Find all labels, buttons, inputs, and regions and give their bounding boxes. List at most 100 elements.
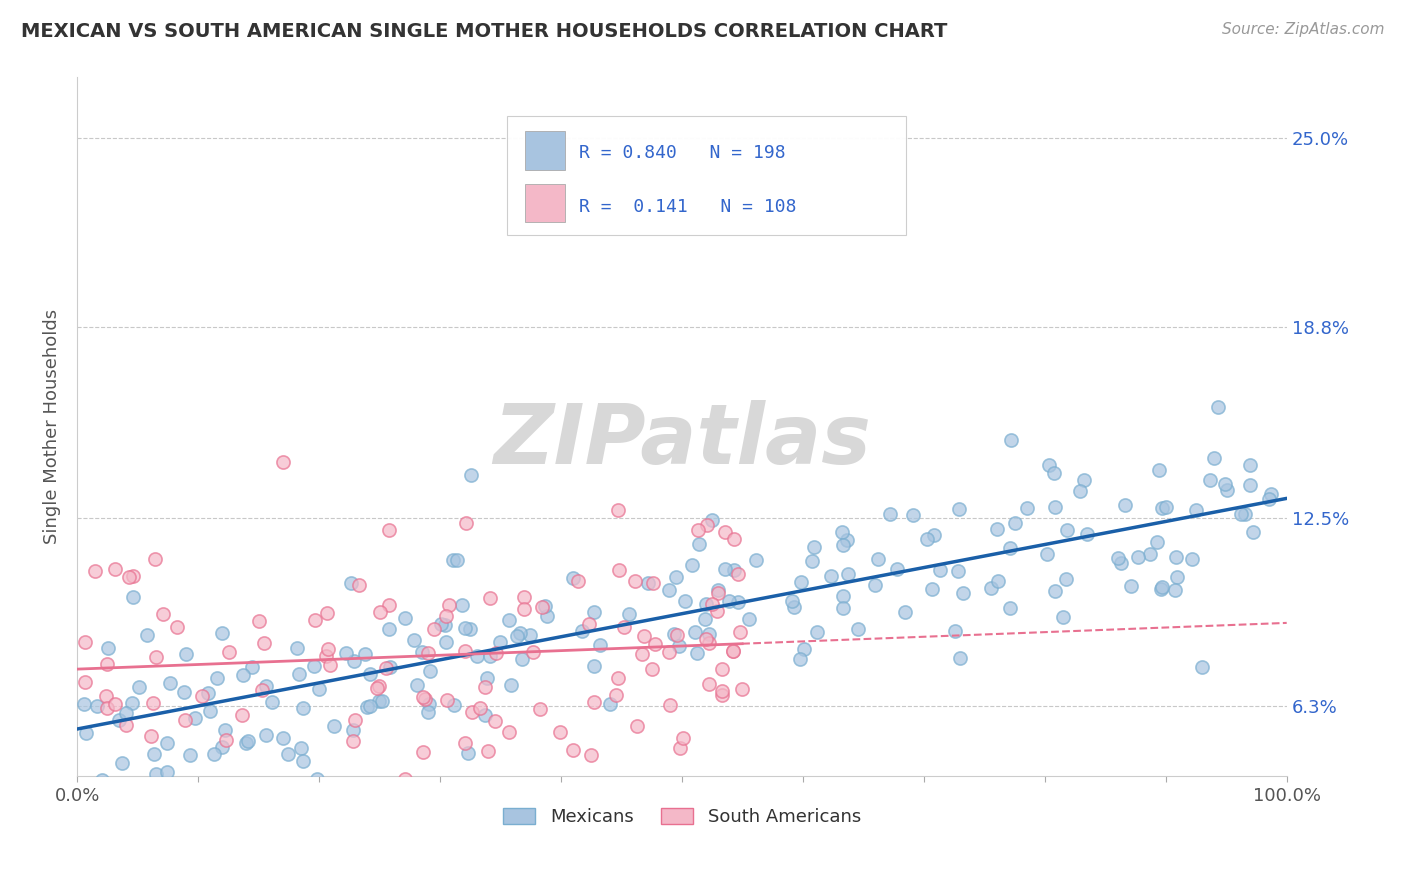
Point [1164, 549, 1187, 564]
Point [946, 564, 969, 578]
Point [710, 662, 733, 676]
Point [624, 574, 647, 588]
Point [700, 597, 723, 611]
Point [820, 569, 842, 583]
Point [789, 651, 811, 665]
Point [780, 593, 803, 607]
Point [1152, 501, 1174, 516]
Point [419, 664, 441, 678]
Point [948, 501, 970, 516]
Point [1054, 572, 1077, 586]
Point [485, 646, 508, 660]
Point [980, 582, 1002, 596]
Point [454, 736, 477, 750]
Point [1191, 660, 1213, 674]
Point [669, 741, 692, 756]
Point [837, 567, 859, 582]
Point [156, 764, 179, 779]
Point [434, 609, 457, 624]
Text: ZIPatlas: ZIPatlas [494, 401, 870, 482]
Point [202, 747, 225, 761]
Point [316, 641, 339, 656]
Point [368, 679, 391, 693]
Point [412, 745, 434, 759]
Point [308, 682, 330, 697]
Point [460, 622, 482, 636]
Point [484, 714, 506, 729]
Point [128, 680, 150, 694]
Point [506, 629, 529, 643]
Point [176, 647, 198, 661]
Point [478, 591, 501, 606]
Point [695, 632, 717, 647]
Point [790, 574, 813, 589]
Point [179, 747, 201, 762]
Point [686, 523, 709, 537]
Point [342, 723, 364, 737]
Point [374, 661, 396, 675]
Point [316, 606, 339, 620]
Point [928, 563, 950, 577]
Point [111, 756, 134, 770]
Point [91, 772, 114, 787]
Point [1239, 458, 1261, 472]
Point [681, 558, 703, 573]
Point [1202, 450, 1225, 465]
Point [599, 697, 621, 711]
Point [200, 704, 222, 718]
Point [342, 733, 364, 747]
Point [1109, 556, 1132, 570]
Point [256, 780, 278, 794]
Y-axis label: Single Mother Households: Single Mother Households [44, 310, 60, 544]
Point [699, 636, 721, 650]
Point [530, 600, 553, 615]
Point [998, 541, 1021, 555]
Point [430, 617, 453, 632]
Point [434, 618, 457, 632]
Point [470, 701, 492, 715]
Point [519, 628, 541, 642]
Point [567, 574, 589, 588]
Point [697, 676, 720, 690]
Point [159, 675, 181, 690]
Point [1069, 483, 1091, 498]
Point [474, 708, 496, 723]
Point [664, 627, 686, 641]
Point [368, 606, 391, 620]
Point [637, 575, 659, 590]
Point [139, 729, 162, 743]
Point [707, 586, 730, 600]
Point [1139, 547, 1161, 561]
Point [1107, 550, 1129, 565]
Point [665, 628, 688, 642]
Point [737, 611, 759, 625]
Point [412, 690, 434, 705]
Point [579, 748, 602, 763]
Point [1166, 569, 1188, 583]
Point [1150, 582, 1173, 596]
Point [356, 699, 378, 714]
Point [367, 694, 389, 708]
Point [583, 695, 606, 709]
Point [121, 569, 143, 583]
Text: Source: ZipAtlas.com: Source: ZipAtlas.com [1222, 22, 1385, 37]
Point [418, 697, 440, 711]
Point [247, 614, 270, 628]
Point [418, 646, 440, 660]
Point [901, 508, 924, 522]
Point [115, 718, 138, 732]
Point [156, 736, 179, 750]
Point [1043, 583, 1066, 598]
Point [605, 688, 627, 702]
Point [454, 621, 477, 635]
Point [693, 612, 716, 626]
Point [498, 613, 520, 627]
Point [1181, 551, 1204, 566]
Point [617, 607, 640, 621]
Point [633, 629, 655, 643]
Point [1241, 524, 1264, 539]
Point [1000, 433, 1022, 447]
Point [262, 695, 284, 709]
Point [250, 683, 273, 698]
Point [1043, 500, 1066, 515]
